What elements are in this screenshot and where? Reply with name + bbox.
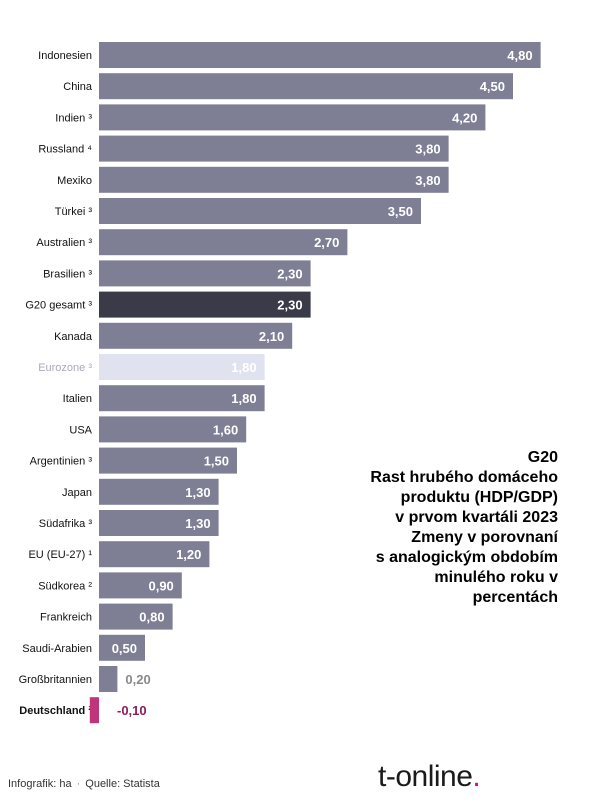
bar-eu-eu-27 (99, 541, 210, 568)
info-line: percentách (472, 589, 558, 606)
value-label-indonesien: 4,80 (507, 48, 532, 63)
value-label-frankreich: 0,80 (139, 610, 164, 625)
bar-usa (99, 416, 247, 443)
category-label-indonesien: Indonesien (38, 50, 92, 62)
bar-indonesien (99, 42, 541, 68)
info-line: produktu (HDP/GDP) (400, 489, 558, 506)
value-label-italien: 1,80 (231, 391, 256, 406)
bar-südafrika (99, 510, 219, 536)
value-label-australien: 2,70 (314, 235, 339, 250)
category-label-italien: Italien (63, 393, 92, 405)
value-label-japan: 1,30 (185, 485, 210, 500)
category-label-frankreich: Frankreich (40, 612, 92, 624)
value-label-indien: 4,20 (452, 110, 477, 125)
value-label-eu-eu-27: 1,20 (176, 547, 201, 562)
bar-russland (99, 135, 449, 162)
category-label-südkorea: Südkorea ² (38, 580, 92, 592)
category-label-japan: Japan (62, 487, 92, 499)
info-line: v prvom kvartáli 2023 (395, 509, 558, 526)
info-line: minulého roku v (434, 569, 558, 586)
category-label-deutschland: Deutschland ² (19, 705, 92, 717)
value-label-kanada: 2,10 (259, 329, 284, 344)
value-label-china: 4,50 (480, 79, 505, 94)
bar-deutschland (89, 697, 99, 724)
category-label-saudi-arabien: Saudi-Arabien (22, 643, 92, 655)
bar-kanada (99, 322, 293, 349)
category-label-türkei: Türkei ³ (55, 206, 93, 218)
chart-description: G20 Rast hrubého domáceho produktu (HDP/… (298, 448, 558, 608)
source-credit: Quelle: Statista (85, 778, 160, 790)
footer-separator: · (76, 778, 81, 790)
bar-italien (99, 385, 265, 412)
category-label-russland: Russland ⁴ (38, 144, 92, 156)
value-label-mexiko: 3,80 (415, 173, 440, 188)
value-label-großbritannien: 0,20 (125, 672, 150, 687)
category-label-eu-eu-27: EU (EU-27) ¹ (28, 549, 92, 561)
category-label-mexiko: Mexiko (57, 175, 92, 187)
info-line: s analogickým obdobím (375, 549, 558, 566)
footer-credits: Infografik: ha · Quelle: Statista (8, 778, 160, 790)
bar-china (99, 73, 513, 100)
category-label-kanada: Kanada (54, 331, 93, 343)
info-line: Zmeny v porovnaní (411, 529, 558, 546)
t-online-logo: t-online. (378, 760, 481, 794)
bar-japan (99, 478, 219, 505)
bar-brasilien (99, 260, 311, 287)
category-label-argentinien: Argentinien ³ (30, 456, 93, 468)
category-label-eurozone: Eurozone ³ (38, 362, 92, 374)
bar-argentinien (99, 447, 237, 474)
value-label-argentinien: 1,50 (204, 454, 229, 469)
value-label-usa: 1,60 (213, 422, 238, 437)
info-title: G20 (527, 449, 558, 466)
value-label-brasilien: 2,30 (277, 266, 302, 281)
category-label-china: China (63, 81, 93, 93)
gdp-growth-bar-chart: Indonesien 4,80 China 4,50 Indien ³ 4,20 Russl… (19, 42, 541, 724)
value-label-deutschland: -0,10 (117, 703, 147, 718)
category-label-australien: Australien ³ (36, 237, 92, 249)
bar-großbritannien (99, 666, 118, 692)
logo-dot: . (472, 760, 481, 793)
value-label-russland: 3,80 (415, 142, 440, 157)
value-label-türkei: 3,50 (388, 204, 413, 219)
bar-türkei (99, 198, 421, 224)
bar-saudi-arabien (99, 634, 145, 661)
value-label-südkorea: 0,90 (148, 578, 173, 593)
category-label-brasilien: Brasilien ³ (43, 268, 92, 280)
bar-australien (99, 229, 348, 256)
bar-frankreich (99, 603, 173, 630)
category-label-großbritannien: Großbritannien (19, 674, 92, 686)
logo-text: t-online (378, 760, 473, 793)
category-label-g20-gesamt: G20 gesamt ³ (25, 300, 92, 312)
bar-indien (99, 104, 486, 131)
value-label-eurozone: 1,80 (231, 360, 256, 375)
category-label-indien: Indien ³ (55, 112, 92, 124)
bar-eurozone (99, 354, 265, 380)
bar-südkorea (99, 572, 182, 599)
bar-mexiko (99, 166, 449, 193)
info-line: Rast hrubého domáceho (370, 469, 558, 486)
bar-g20-gesamt (99, 291, 311, 318)
category-label-südafrika: Südafrika ³ (39, 518, 93, 530)
value-label-südafrika: 1,30 (185, 516, 210, 531)
value-label-saudi-arabien: 0,50 (112, 641, 137, 656)
value-label-g20-gesamt: 2,30 (277, 298, 302, 313)
infographic-credit: Infografik: ha (8, 778, 72, 790)
category-label-usa: USA (69, 424, 92, 436)
